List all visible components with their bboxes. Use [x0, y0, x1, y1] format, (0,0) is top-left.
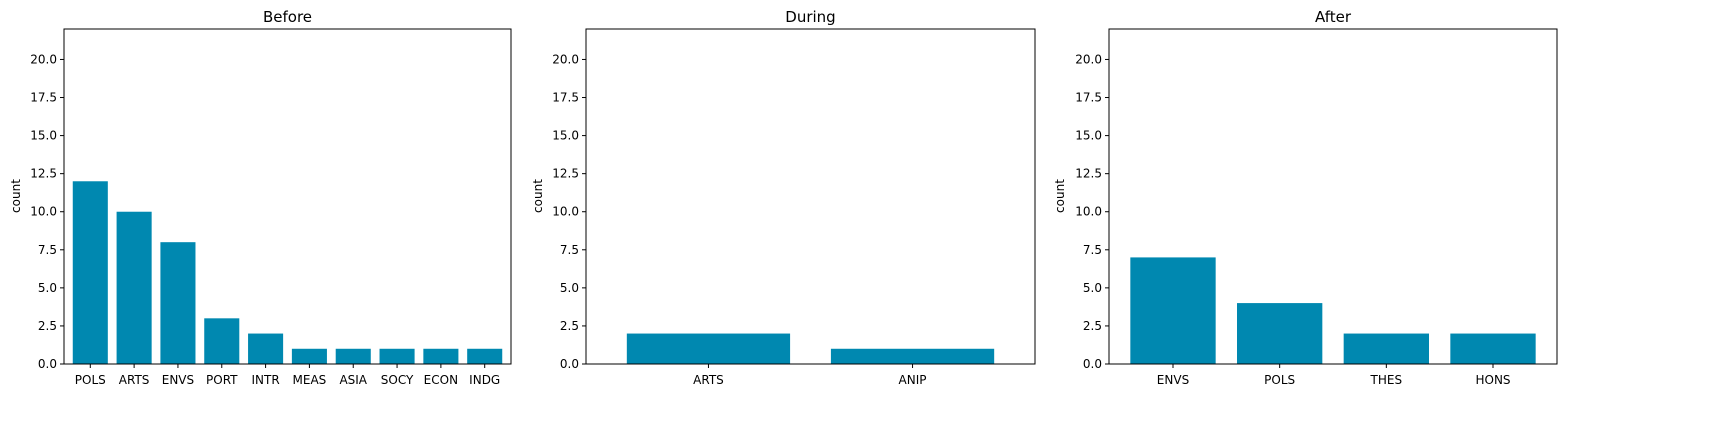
axis-ticks: ENVS POLS THES HONS 0.0 2.5 5.0 7.5 10.0 12.5 15.0…	[1075, 52, 1510, 387]
chart-title: During	[785, 8, 835, 26]
bar	[160, 242, 196, 364]
bar	[1343, 333, 1429, 364]
y-tick-label: 10.0	[1075, 205, 1102, 219]
x-tick-label: SOCY	[381, 373, 414, 387]
y-tick-label: 15.0	[552, 129, 579, 143]
y-tick-label: 12.5	[30, 167, 57, 181]
axes-frame	[585, 28, 1036, 365]
axis-ticks: ARTS ANIP 0.0 2.5 5.0 7.5 10.0 12.5 15.0 17.5 20.0	[552, 52, 926, 387]
y-tick-label: 12.5	[1075, 167, 1102, 181]
y-axis-label: count	[1053, 179, 1067, 213]
bar	[626, 333, 791, 364]
y-tick-label: 2.5	[1083, 319, 1102, 333]
bars	[1130, 257, 1536, 364]
bar	[1450, 333, 1536, 364]
x-tick-label: HONS	[1475, 373, 1510, 387]
bar	[467, 348, 503, 364]
x-tick-label: THES	[1370, 373, 1403, 387]
y-tick-label: 12.5	[552, 167, 579, 181]
bar	[423, 348, 459, 364]
chart-panel-during: During count ARTS ANIP 0.0 2.5 5.0 7.5 10.0 12.…	[531, 8, 1036, 387]
bar	[830, 348, 995, 364]
x-tick-label: MEAS	[293, 373, 327, 387]
y-tick-label: 0.0	[1083, 357, 1102, 371]
axes-frame	[1108, 28, 1558, 365]
y-tick-label: 0.0	[560, 357, 579, 371]
chart-panel-after: After count ENVS POLS THES HONS 0.0 2.5 5.0 7.5…	[1053, 8, 1558, 387]
y-tick-label: 2.5	[560, 319, 579, 333]
y-tick-label: 15.0	[30, 129, 57, 143]
x-tick-label: INDG	[469, 373, 500, 387]
y-tick-label: 20.0	[552, 52, 579, 66]
chart-title: After	[1315, 8, 1352, 26]
y-tick-label: 7.5	[1083, 243, 1102, 257]
x-tick-label: ARTS	[119, 373, 150, 387]
bar	[1237, 303, 1323, 364]
y-tick-label: 17.5	[1075, 91, 1102, 105]
bar	[248, 333, 284, 364]
x-tick-label: ECON	[424, 373, 458, 387]
y-tick-label: 5.0	[38, 281, 57, 295]
axes-frame	[63, 28, 512, 365]
y-tick-label: 5.0	[1083, 281, 1102, 295]
chart-panel-before: Before count POLS ARTS ENVS PORT INTR MEAS ASI…	[9, 8, 512, 387]
chart-title: Before	[263, 8, 312, 26]
bar	[204, 318, 240, 364]
y-tick-label: 15.0	[1075, 129, 1102, 143]
x-tick-label: ASIA	[339, 373, 367, 387]
y-tick-label: 7.5	[560, 243, 579, 257]
y-tick-label: 5.0	[560, 281, 579, 295]
x-tick-label: INTR	[251, 373, 279, 387]
x-tick-label: ENVS	[162, 373, 194, 387]
x-tick-label: POLS	[75, 373, 106, 387]
bar	[116, 211, 152, 364]
x-tick-label: ARTS	[693, 373, 724, 387]
y-tick-label: 2.5	[38, 319, 57, 333]
y-tick-label: 10.0	[552, 205, 579, 219]
y-tick-label: 17.5	[30, 91, 57, 105]
y-tick-label: 20.0	[30, 52, 57, 66]
bar	[72, 181, 108, 364]
x-tick-label: PORT	[206, 373, 238, 387]
y-axis-label: count	[9, 179, 23, 213]
bars	[72, 181, 503, 364]
y-tick-label: 17.5	[552, 91, 579, 105]
y-tick-label: 0.0	[38, 357, 57, 371]
bar	[335, 348, 371, 364]
x-tick-label: ENVS	[1157, 373, 1189, 387]
y-tick-label: 10.0	[30, 205, 57, 219]
x-tick-label: POLS	[1264, 373, 1295, 387]
y-axis-label: count	[531, 179, 545, 213]
axis-ticks: POLS ARTS ENVS PORT INTR MEAS ASIA SOCY ECON INDG…	[30, 52, 500, 387]
y-tick-label: 7.5	[38, 243, 57, 257]
y-tick-label: 20.0	[1075, 52, 1102, 66]
bar	[379, 348, 415, 364]
x-tick-label: ANIP	[899, 373, 927, 387]
bar	[1130, 257, 1216, 364]
bar	[291, 348, 327, 364]
bars	[626, 333, 995, 364]
